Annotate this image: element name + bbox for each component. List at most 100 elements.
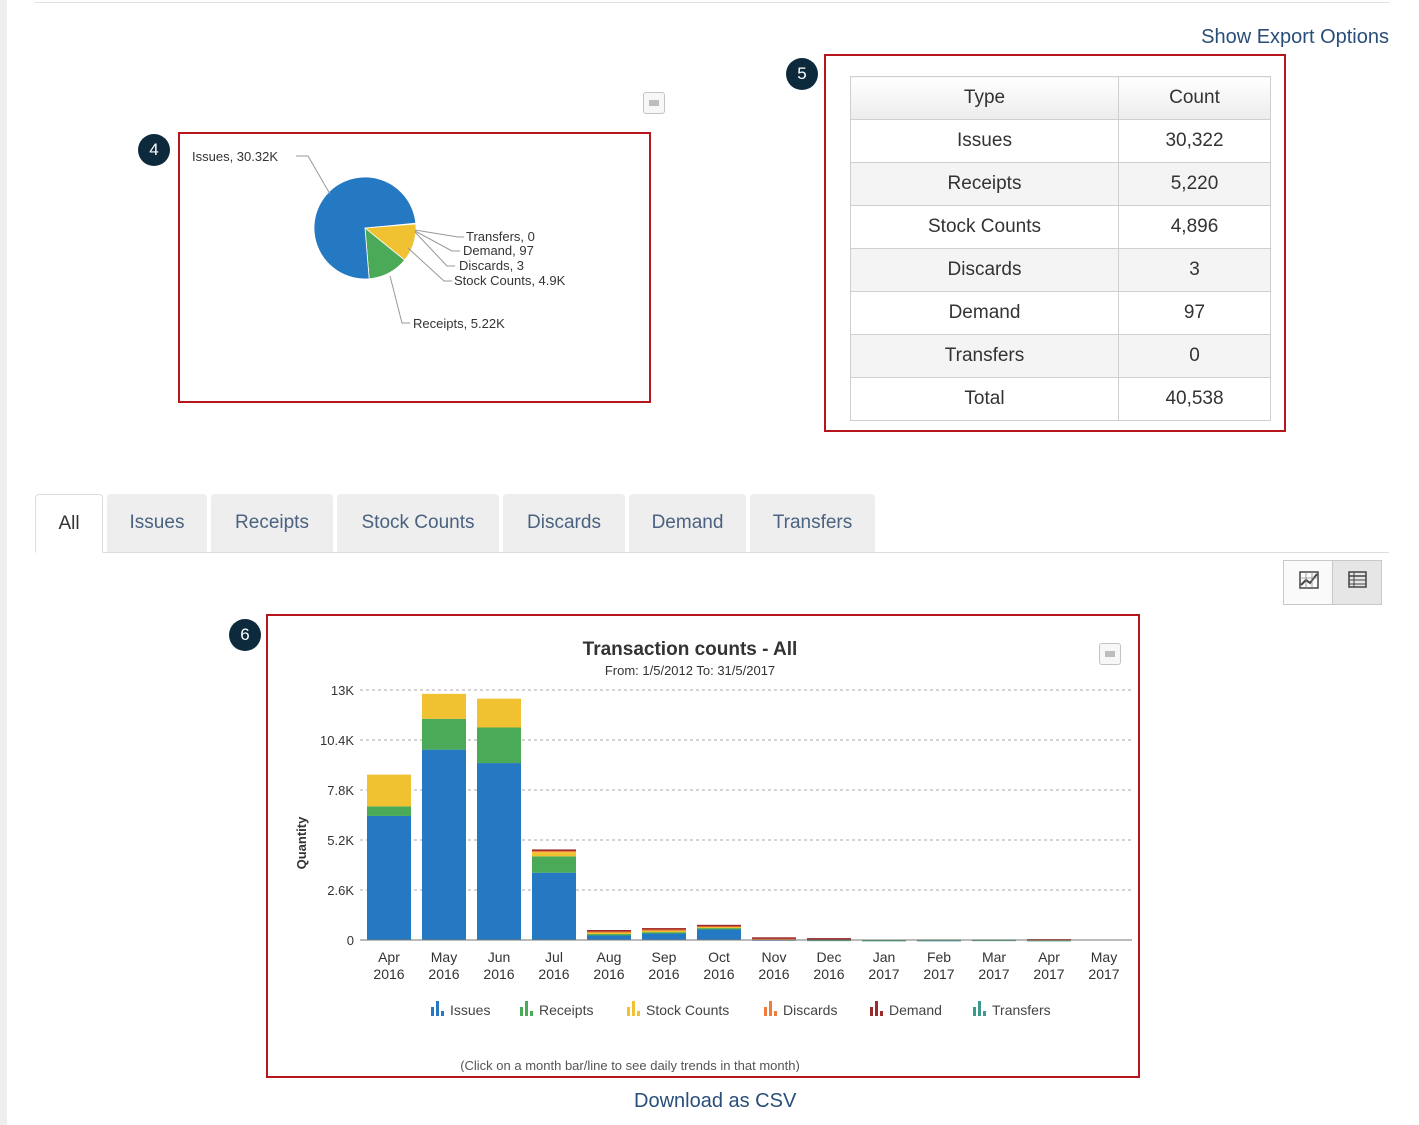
pie-slice-issues[interactable] bbox=[313, 176, 417, 280]
bar-receipts-apr-2016[interactable] bbox=[367, 806, 411, 816]
bar-stock-counts-jul-2016[interactable] bbox=[532, 852, 576, 857]
bar-demand-oct-2016[interactable] bbox=[697, 924, 741, 927]
bar-discards-nov-2016[interactable] bbox=[752, 938, 796, 940]
bar-receipts-aug-2016[interactable] bbox=[587, 934, 631, 936]
row-count-cell: 97 bbox=[1118, 291, 1271, 335]
x-tick-label-year: 2016 bbox=[703, 966, 734, 982]
bar-issues-may-2016[interactable] bbox=[422, 749, 466, 940]
bar-issues-sep-2016[interactable] bbox=[642, 933, 686, 940]
bar-receipts-jun-2016[interactable] bbox=[477, 727, 521, 764]
bar-stock-counts-oct-2016[interactable] bbox=[697, 926, 741, 929]
x-tick-label-month: Jan bbox=[873, 949, 896, 965]
table-row: Discards 3 bbox=[850, 248, 1271, 292]
column-header-count: Count bbox=[1118, 76, 1271, 120]
pie-chart-menu-button[interactable] bbox=[643, 92, 665, 114]
bar-issues-oct-2016[interactable] bbox=[697, 929, 741, 940]
bar-issues-jun-2016[interactable] bbox=[477, 763, 521, 940]
pie-label-stock-counts: Stock Counts, 4.9K bbox=[454, 273, 566, 288]
bar-stock-counts-apr-2016[interactable] bbox=[367, 774, 411, 807]
bar-demand-dec-2016[interactable] bbox=[807, 938, 851, 940]
x-tick-label-month: Nov bbox=[762, 949, 787, 965]
bar-demand-nov-2016[interactable] bbox=[752, 937, 796, 939]
x-tick-label-month: Dec bbox=[817, 949, 842, 965]
x-tick-label-year: 2017 bbox=[978, 966, 1009, 982]
legend-item-issues[interactable]: Issues bbox=[431, 1001, 490, 1018]
bar-stock-counts-sep-2016[interactable] bbox=[642, 930, 686, 933]
bar-chart-menu-button[interactable] bbox=[1099, 643, 1121, 665]
left-border bbox=[0, 0, 7, 1125]
bar-discards-oct-2016[interactable] bbox=[697, 925, 741, 928]
x-tick-label-month: Mar bbox=[982, 949, 1006, 965]
y-tick-label: 7.8K bbox=[327, 783, 354, 798]
tab-receipts[interactable]: Receipts bbox=[211, 494, 333, 552]
callout-badge-6: 6 bbox=[229, 619, 261, 651]
show-export-options-link[interactable]: Show Export Options bbox=[1201, 26, 1389, 48]
pie-label-receipts: Receipts, 5.22K bbox=[413, 316, 505, 331]
table-row: Demand 97 bbox=[850, 291, 1271, 335]
chart-table-view-toggle bbox=[1283, 560, 1382, 605]
legend-item-receipts[interactable]: Receipts bbox=[520, 1001, 593, 1018]
bar-discards-sep-2016[interactable] bbox=[642, 929, 686, 931]
legend-label: Receipts bbox=[539, 1002, 593, 1018]
callout-badge-4: 4 bbox=[138, 134, 170, 166]
x-tick-label-month: Apr bbox=[1038, 949, 1060, 965]
tab-demand[interactable]: Demand bbox=[629, 494, 746, 552]
table-row: Stock Counts 4,896 bbox=[850, 205, 1271, 249]
bar-demand-sep-2016[interactable] bbox=[642, 928, 686, 930]
bar-demand-aug-2016[interactable] bbox=[587, 930, 631, 932]
row-type-cell: Issues bbox=[850, 119, 1119, 163]
y-tick-label: 0 bbox=[347, 933, 354, 948]
bar-receipts-jul-2016[interactable] bbox=[532, 856, 576, 873]
row-count-cell: 3 bbox=[1118, 248, 1271, 292]
x-tick-label-month: Feb bbox=[927, 949, 951, 965]
table-row: Transfers 0 bbox=[850, 334, 1271, 378]
pie-leader-transfers bbox=[414, 229, 464, 238]
x-tick-label-month: May bbox=[431, 949, 457, 965]
bar-receipts-oct-2016[interactable] bbox=[697, 928, 741, 930]
column-header-type: Type bbox=[850, 76, 1119, 120]
row-count-cell: 0 bbox=[1118, 334, 1271, 378]
bar-receipts-may-2016[interactable] bbox=[422, 718, 466, 750]
table-view-button[interactable] bbox=[1332, 560, 1382, 605]
pie-leader-stock-counts bbox=[407, 247, 452, 282]
legend-label: Issues bbox=[450, 1002, 490, 1018]
bar-demand-jul-2016[interactable] bbox=[532, 849, 576, 851]
download-csv-link[interactable]: Download as CSV bbox=[634, 1090, 797, 1112]
pie-leader-demand bbox=[414, 230, 460, 252]
bar-stock-counts-aug-2016[interactable] bbox=[587, 932, 631, 935]
pie-leader-discards bbox=[414, 231, 455, 267]
callout-box-table bbox=[824, 54, 1286, 432]
x-tick-label-year: 2017 bbox=[1033, 966, 1064, 982]
callout-badge-5: 5 bbox=[786, 58, 818, 90]
legend-label: Discards bbox=[783, 1002, 837, 1018]
callout-box-pie bbox=[178, 132, 651, 403]
tab-transfers[interactable]: Transfers bbox=[750, 494, 875, 552]
legend-label: Demand bbox=[889, 1002, 942, 1018]
tab-all[interactable]: All bbox=[35, 494, 103, 553]
chart-view-button[interactable] bbox=[1283, 560, 1333, 605]
bar-issues-aug-2016[interactable] bbox=[587, 935, 631, 940]
row-type-cell: Stock Counts bbox=[850, 205, 1119, 249]
bar-issues-jul-2016[interactable] bbox=[532, 872, 576, 940]
legend-item-demand[interactable]: Demand bbox=[870, 1001, 942, 1018]
bar-stock-counts-may-2016[interactable] bbox=[422, 693, 466, 719]
bar-discards-jul-2016[interactable] bbox=[532, 850, 576, 853]
bar-discards-aug-2016[interactable] bbox=[587, 931, 631, 933]
bar-issues-apr-2016[interactable] bbox=[367, 815, 411, 940]
row-type-cell: Transfers bbox=[850, 334, 1119, 378]
bar-chart-icon bbox=[627, 1001, 640, 1016]
transaction-pie-chart: Issues, 30.32K Transfers, 0 Demand, 97 D… bbox=[192, 149, 566, 331]
tab-issues[interactable]: Issues bbox=[107, 494, 207, 552]
top-divider bbox=[35, 2, 1389, 3]
legend-item-transfers[interactable]: Transfers bbox=[973, 1001, 1051, 1018]
x-tick-label-month: Apr bbox=[378, 949, 400, 965]
tab-discards[interactable]: Discards bbox=[503, 494, 625, 552]
bar-stock-counts-jun-2016[interactable] bbox=[477, 698, 521, 728]
x-tick-label-year: 2016 bbox=[538, 966, 569, 982]
bar-receipts-sep-2016[interactable] bbox=[642, 932, 686, 934]
legend-item-stock-counts[interactable]: Stock Counts bbox=[627, 1001, 729, 1018]
x-tick-label-year: 2016 bbox=[758, 966, 789, 982]
x-tick-label-year: 2017 bbox=[868, 966, 899, 982]
legend-item-discards[interactable]: Discards bbox=[764, 1001, 837, 1018]
tab-stock-counts[interactable]: Stock Counts bbox=[337, 494, 499, 552]
